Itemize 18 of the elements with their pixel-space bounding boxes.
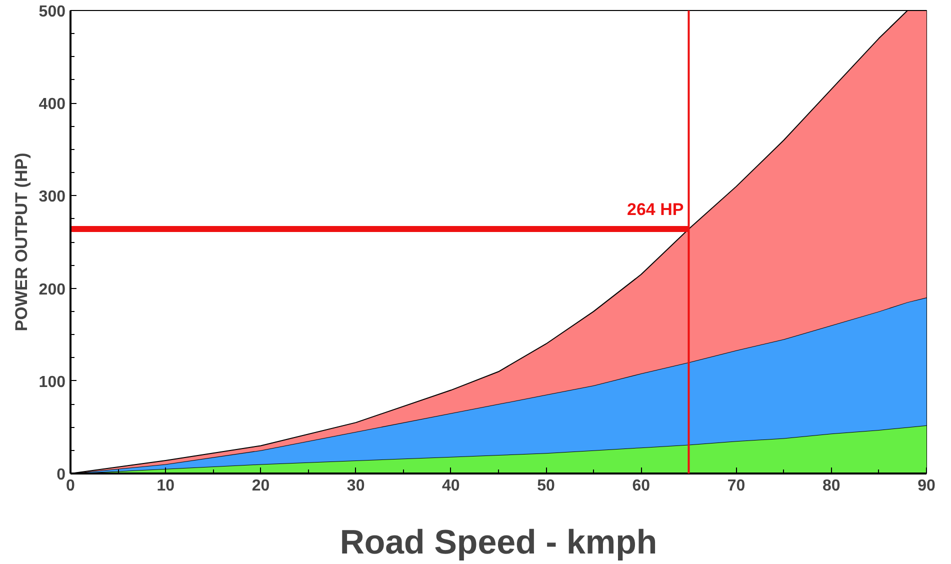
x-tick-label: 10 [156, 478, 175, 494]
y-tick-label: 200 [38, 281, 66, 298]
x-tick-label: 20 [252, 478, 270, 494]
y-tick-label: 300 [38, 188, 66, 206]
x-tick-label: 50 [537, 478, 556, 494]
x-tick-label: 70 [727, 478, 746, 494]
x-tick-label: 90 [918, 478, 936, 494]
x-tick-label: 60 [632, 478, 650, 494]
y-tick-label: 500 [38, 4, 66, 20]
ref-line-label: 264 HP [627, 200, 684, 220]
y-tick-label: 0 [56, 466, 66, 484]
x-tick-label: 80 [822, 478, 840, 494]
y-axis-title: POWER OUTPUT (HP) [12, 152, 31, 332]
x-tick-label: 40 [442, 478, 460, 494]
y-tick-label: 400 [38, 96, 66, 114]
x-tick-label: 30 [346, 478, 365, 494]
y-tick-label: 100 [38, 374, 66, 391]
x-axis-title: Road Speed - kmph [340, 524, 658, 562]
